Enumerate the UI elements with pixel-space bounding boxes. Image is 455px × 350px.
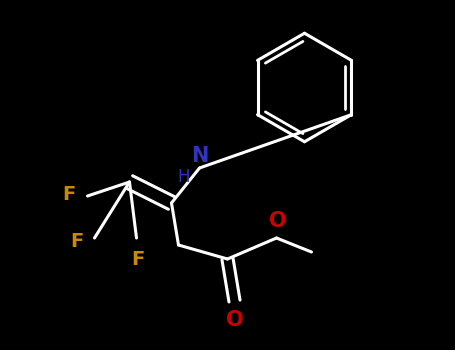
Text: F: F (62, 185, 75, 204)
Text: H: H (177, 168, 190, 186)
Text: F: F (131, 250, 145, 269)
Text: N: N (191, 146, 208, 166)
Text: O: O (226, 310, 243, 330)
Text: F: F (71, 232, 84, 251)
Text: O: O (269, 211, 287, 231)
